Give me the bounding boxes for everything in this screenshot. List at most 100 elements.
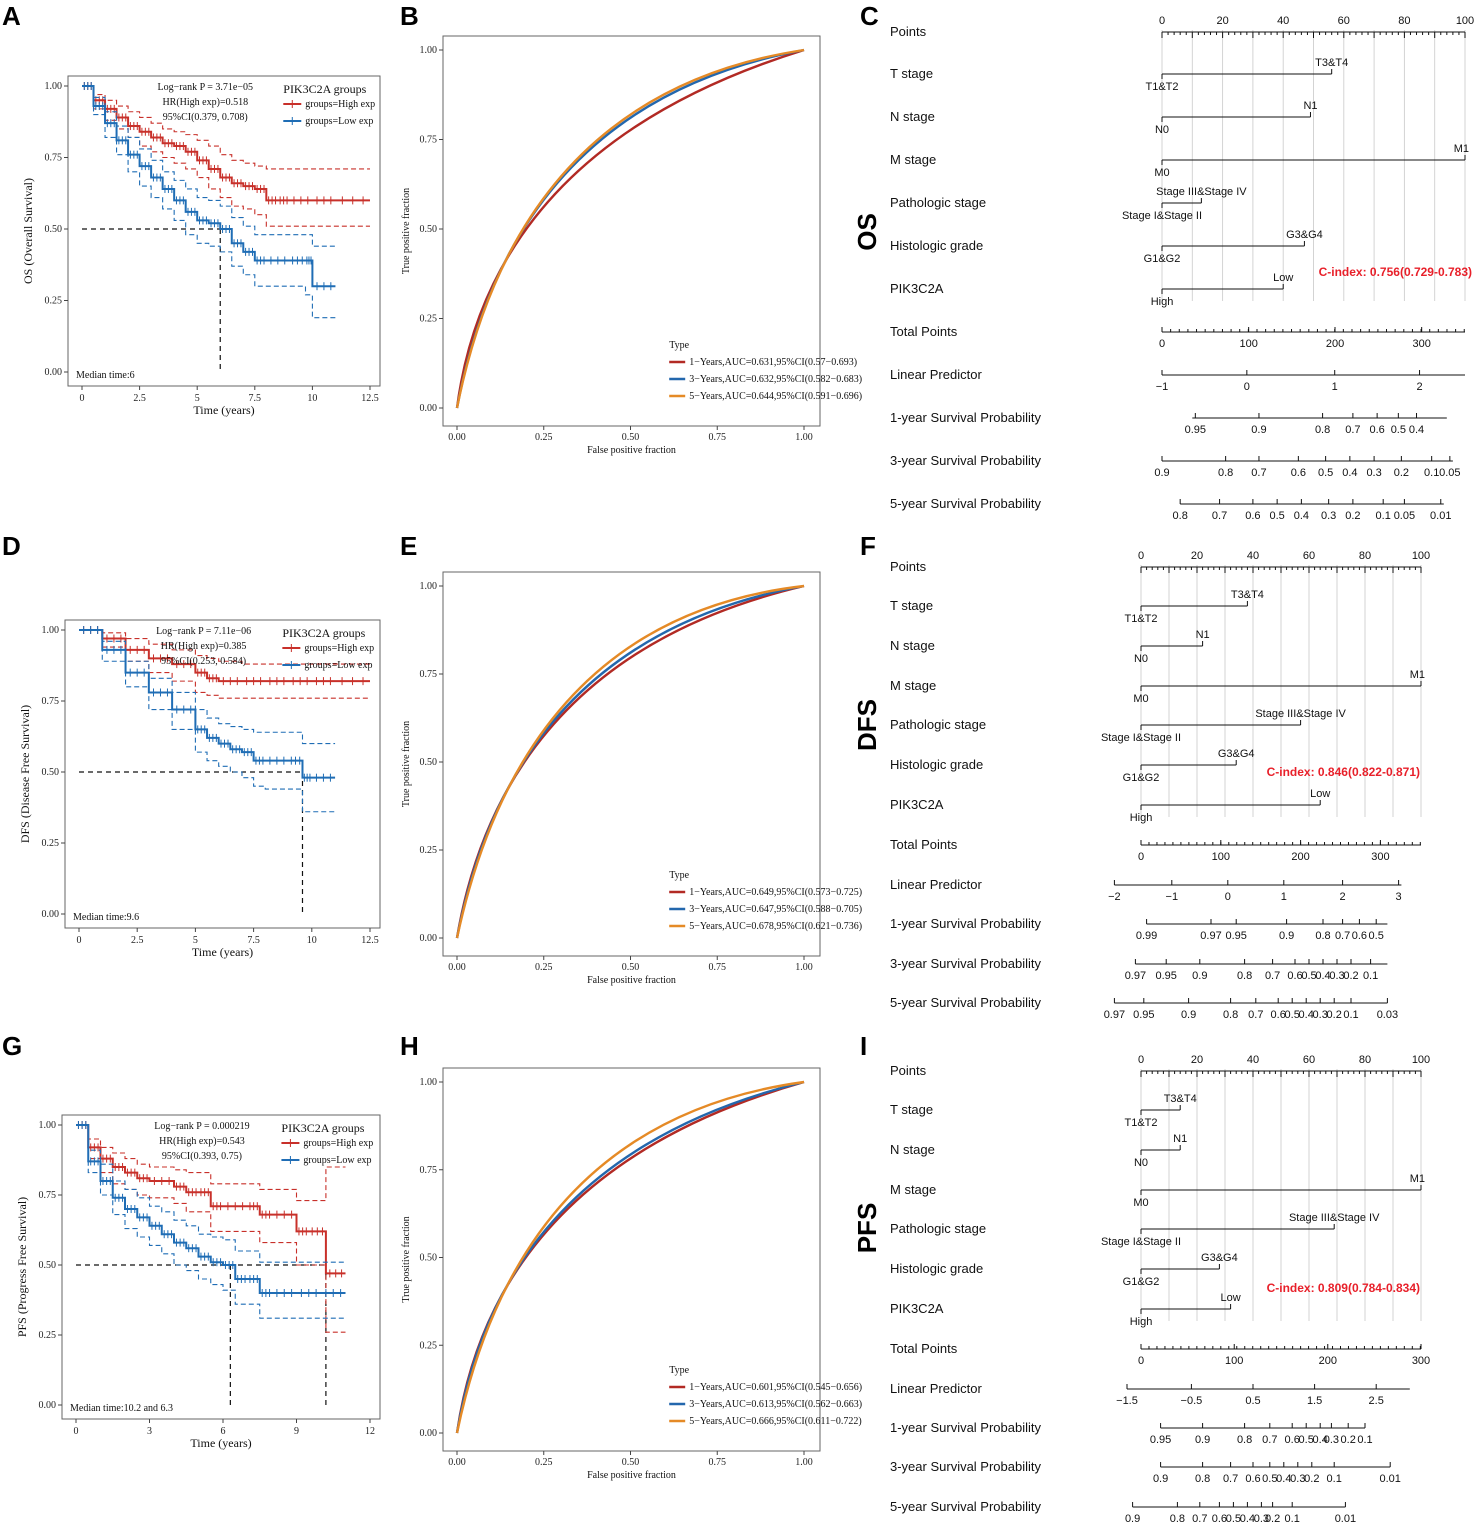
tick-label: 0.9 [1192,970,1207,982]
roc-curve [455,48,805,409]
tick-label: 0.97 [1125,970,1146,982]
legend-entry: 3−Years,AUC=0.632,95%CI(0.582−0.683) [689,374,862,385]
factor-level-label: N0 [1134,1157,1148,1169]
legend-entry: groups=High exp [305,99,375,110]
tick-label: 20 [1191,1054,1203,1066]
tick-label: 0.95 [1185,424,1206,436]
tick-label: 0.2 [1343,970,1358,982]
factor-level-label: M1 [1454,143,1469,155]
tick-label: 0.3 [1254,1513,1269,1524]
roc-curve [455,584,805,939]
ci-upper-line [79,629,370,665]
y-tick-label: 0.75 [42,696,60,707]
tick-label: 0.7 [1248,1009,1263,1021]
tick-label: 0.4 [1299,1009,1314,1021]
nomogram-row-label: Linear Predictor [890,367,982,382]
x-tick-label: 10 [307,393,317,404]
x-tick-label: 0.75 [709,1457,727,1468]
tick-label: 0.9 [1251,424,1266,436]
y-tick-label: 0.25 [42,838,60,849]
tick-label: 0.97 [1200,930,1221,942]
tick-label: 0.5 [1226,1513,1241,1524]
factor-level-label: G3&G4 [1201,1252,1238,1264]
factor-level-label: T1&T2 [1124,613,1157,625]
tick-label: 0.6 [1212,1513,1227,1524]
x-tick-label: 0.00 [448,1457,466,1468]
factor-level-label: N1 [1303,100,1317,112]
panel-label-f: F [860,531,876,561]
x-tick-label: 9 [294,1426,299,1437]
roc-panel-dfs: 0.00 0.25 0.50 0.75 1.00 0.00 0.25 0.50 0.75 1.00… [401,571,862,986]
y-axis-label: OS (Overall Survival) [21,178,35,284]
plot-frame [442,35,821,427]
median-time-text: Median time:6 [76,370,135,381]
x-tick-label: 0.75 [709,962,727,973]
roc-curve [455,584,805,939]
x-axis-label: False positive fraction [587,1470,676,1481]
c-index-text: C-index: 0.756(0.729-0.783) [1319,265,1472,279]
factor-level-label: M1 [1410,669,1425,681]
x-tick-label: 0.50 [622,962,640,973]
median-time-text: Median time:10.2 and 6.3 [70,1403,173,1414]
tick-label: 0.9 [1181,1009,1196,1021]
stat-text: Log−rank P = 0.000219 [154,1121,249,1132]
nomogram-row-label: 1-year Survival Probability [890,1420,1042,1435]
tick-label: 0.7 [1251,467,1266,479]
stat-text: 95%CI(0.379, 0.708) [163,112,248,123]
tick-label: −1.5 [1116,1395,1138,1407]
tick-label: 0.05 [1439,467,1460,479]
plot-frame [67,75,381,387]
y-tick-label: 0.25 [45,296,63,307]
legend-entry: 1−Years,AUC=0.631,95%CI(0.57−0.693) [689,357,857,368]
stat-text: Log−rank P = 3.71e−05 [158,82,253,93]
x-tick-label: 1.00 [795,432,813,443]
panel-label-h: H [400,1031,419,1061]
factor-level-label: Stage III&Stage IV [1255,708,1346,720]
roc-curve [455,48,805,409]
tick-label: 1 [1281,891,1287,903]
y-tick-label: 1.00 [420,581,438,592]
tick-label: 0.3 [1313,1009,1328,1021]
median-time-text: Median time:9.6 [73,912,139,923]
plot-frame [442,571,821,957]
nomogram-row-label: Points [890,559,927,574]
nomogram-row-label: N stage [890,109,935,124]
survival-curve [79,629,336,779]
y-tick-label: 0.50 [420,224,438,235]
tick-label: 0.2 [1327,1009,1342,1021]
stat-text: HR(High exp)=0.543 [159,1136,245,1147]
tick-label: 0.5 [1318,467,1333,479]
tick-label: 100 [1225,1355,1243,1367]
legend-entry: groups=High exp [303,1138,373,1149]
tick-label: 100 [1456,15,1474,27]
roc-curve [455,584,805,939]
tick-label: 0.4 [1315,970,1330,982]
y-axis-label: DFS (Disease Free Survival) [18,705,32,843]
tick-label: 0 [1225,891,1231,903]
tick-label: 80 [1398,15,1410,27]
y-axis-label: True positive fraction [401,1216,412,1302]
y-tick-label: 0.50 [42,767,60,778]
legend-entry: groups=High exp [304,643,374,654]
nomogram-row-label: N stage [890,1142,935,1157]
tick-label: 100 [1239,338,1257,350]
legend-title: PIK3C2A groups [282,626,365,640]
nomogram-row-label: Points [890,24,927,39]
legend-title: Type [669,870,689,881]
nomogram-row-label: N stage [890,638,935,653]
nomogram-row-label: T stage [890,598,933,613]
tick-label: 0 [1244,381,1250,393]
tick-label: 0.4 [1342,467,1357,479]
y-tick-label: 0.50 [39,1260,57,1271]
nomogram-row-label: 3-year Survival Probability [890,1459,1042,1474]
legend-entry: 3−Years,AUC=0.647,95%CI(0.588−0.705) [689,904,862,915]
plot-frame [61,1114,381,1420]
tick-label: 0.05 [1394,510,1415,522]
factor-level-label: M0 [1154,167,1169,179]
nomogram-row-label: 3-year Survival Probability [890,956,1042,971]
tick-label: 20 [1216,15,1228,27]
factor-level-label: M0 [1133,693,1148,705]
tick-label: 0.5 [1262,1473,1277,1485]
tick-label: 0.4 [1313,1434,1328,1446]
